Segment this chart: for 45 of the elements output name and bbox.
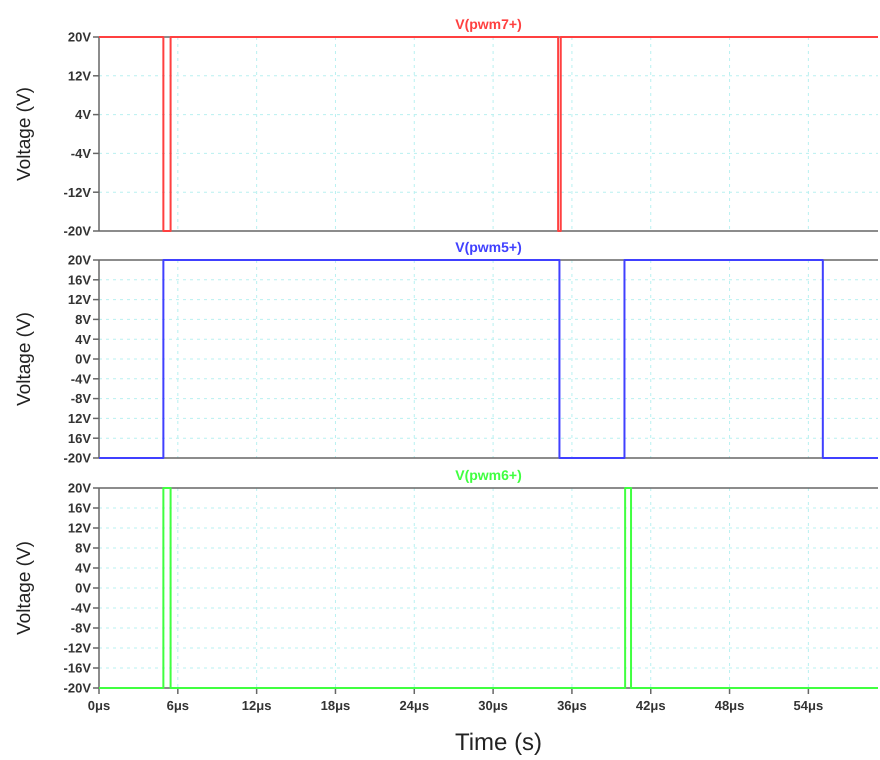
y-tick-label: -12V xyxy=(64,184,92,200)
y-tick-label: 20V xyxy=(68,30,92,45)
y-tick-label: 0V xyxy=(75,580,92,596)
x-tick-label: 24μs xyxy=(399,698,430,713)
y-tick-label: -20V xyxy=(64,680,92,696)
y-tick-label: -4V xyxy=(70,371,92,386)
y-tick-label: 12V xyxy=(68,410,92,426)
x-tick-label: 48μs xyxy=(714,698,744,713)
y-tick-label: 8V xyxy=(75,540,92,556)
y-tick-label: -16V xyxy=(64,660,92,676)
y-axis-title: Voltage (V) xyxy=(14,312,35,406)
x-tick-label: 6μs xyxy=(166,698,190,713)
x-tick-label: 12μs xyxy=(242,698,272,713)
series-label: V(pwm5+) xyxy=(455,239,522,255)
x-tick-label: 36μs xyxy=(557,698,587,713)
y-tick-label: 4V xyxy=(75,107,92,122)
y-tick-label: 16V xyxy=(68,500,92,516)
x-tick-label: 0μs xyxy=(88,698,110,713)
y-tick-label: -20V xyxy=(64,450,92,466)
y-tick-label: 0V xyxy=(75,352,92,367)
x-tick-label: 18μs xyxy=(320,698,350,713)
y-tick-label: 16V xyxy=(68,272,92,288)
y-tick-label: -20V xyxy=(64,224,92,239)
y-tick-label: 12V xyxy=(68,520,92,536)
y-tick-label: 20V xyxy=(68,252,92,268)
y-tick-label: -12V xyxy=(64,640,92,656)
y-axis-title: Voltage (V) xyxy=(14,87,35,181)
x-axis-title: Time (s) xyxy=(454,729,542,756)
y-tick-label: 12V xyxy=(68,68,92,84)
y-tick-label: 4V xyxy=(75,332,92,347)
y-tick-label: -4V xyxy=(70,600,92,616)
y-tick-label: 4V xyxy=(75,560,92,576)
y-tick-label: 16V xyxy=(68,430,92,446)
y-tick-label: -8V xyxy=(70,620,92,636)
y-tick-label: 12V xyxy=(68,292,92,308)
y-tick-label: -8V xyxy=(70,391,92,406)
y-tick-label: -4V xyxy=(70,146,92,161)
x-tick-label: 54μs xyxy=(794,698,824,713)
series-label: V(pwm7+) xyxy=(455,16,522,32)
y-tick-label: 20V xyxy=(68,480,92,496)
text: V(pwm6+) xyxy=(455,467,522,483)
x-tick-label: 30μs xyxy=(478,698,508,713)
y-tick-label: 8V xyxy=(75,312,92,327)
x-tick-label: 42μs xyxy=(636,698,666,713)
y-axis-title: Voltage (V) xyxy=(14,541,35,635)
